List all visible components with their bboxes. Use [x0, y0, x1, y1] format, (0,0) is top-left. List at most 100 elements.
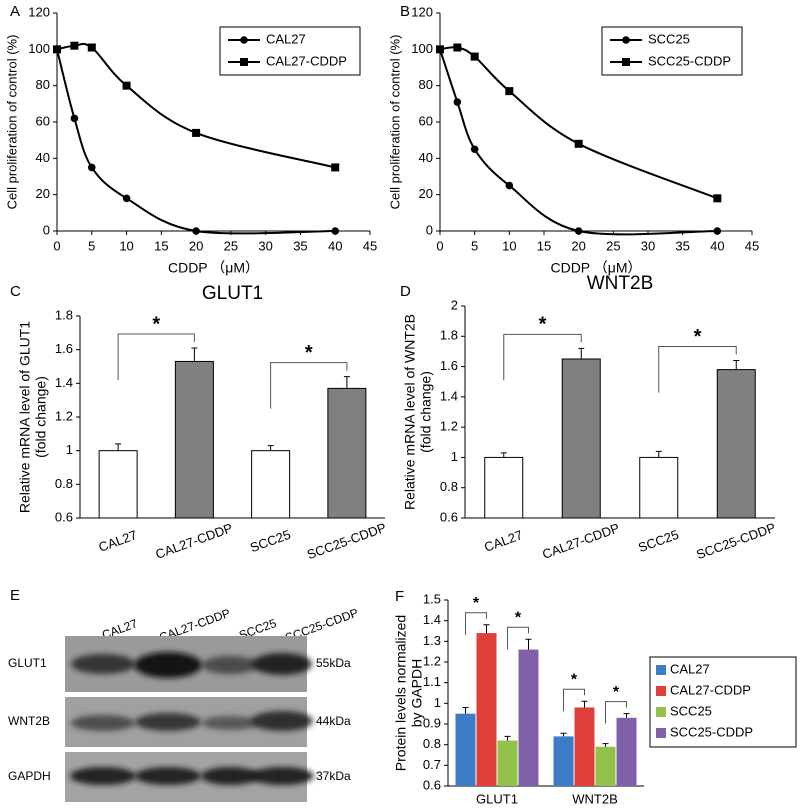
significance-bracket [563, 688, 585, 712]
bar [327, 387, 367, 519]
bar [595, 746, 616, 786]
band [252, 653, 312, 675]
x-tick-label: SCC25 [248, 527, 293, 555]
marker [453, 98, 462, 106]
panel-label: F [395, 588, 404, 605]
x-tick-label: 35 [293, 238, 307, 253]
marker [240, 58, 248, 66]
marker [70, 114, 79, 123]
x-tick-label: 30 [641, 238, 655, 253]
y-tick-label: 100 [411, 41, 433, 56]
x-tick-label: 45 [745, 238, 759, 253]
y-tick-label: 0 [43, 222, 50, 237]
x-tick-label: CAL27 [97, 527, 139, 555]
y-tick-label: 1.6 [55, 341, 73, 356]
y-tick-label: 0.7 [423, 757, 441, 772]
bar [455, 713, 476, 786]
y-tick-label: 1.2 [423, 653, 441, 668]
y-axis-label: Cell proliferation of control (%) [387, 35, 402, 210]
error-bar [500, 452, 507, 458]
y-tick-label: 120 [411, 4, 433, 19]
y-axis-label: Protein levels normalized [393, 615, 409, 771]
band [250, 767, 314, 785]
band [202, 656, 258, 674]
y-tick-label: 0.8 [440, 479, 458, 494]
marker [505, 181, 514, 190]
band [71, 715, 135, 731]
y-tick-label: 0.6 [55, 509, 73, 524]
bar [616, 717, 637, 786]
marker [192, 227, 200, 235]
legend-swatch [656, 707, 666, 717]
series-line [56, 49, 336, 235]
significance-label: * [473, 595, 480, 612]
x-tick-label: GLUT1 [476, 791, 518, 806]
legend-swatch [656, 665, 666, 675]
error-bar [560, 732, 567, 737]
x-tick-label: 35 [675, 238, 689, 253]
panel-label: A [10, 3, 20, 20]
y-tick-label: 20 [419, 186, 433, 201]
legend-box [219, 26, 361, 76]
bar [553, 736, 574, 786]
error-bar [602, 743, 609, 747]
significance-bracket [465, 612, 487, 635]
legend-label: CAL27 [266, 31, 306, 46]
error-bar [655, 450, 662, 458]
x-tick-label: SCC25-CDDP [694, 520, 777, 563]
y-tick-label: 60 [36, 113, 50, 128]
significance-label: * [515, 609, 522, 626]
marker [53, 45, 61, 54]
marker [87, 163, 96, 172]
marker [192, 128, 201, 137]
band [251, 711, 313, 731]
y-tick-label: 0.6 [440, 509, 458, 524]
y-tick-label: 2 [451, 297, 458, 312]
x-tick-label: 30 [258, 238, 272, 253]
error-bar [483, 624, 490, 634]
error-bar [267, 445, 274, 451]
legend-label: SCC25-CDDP [670, 724, 753, 739]
x-tick-label: 45 [363, 238, 377, 253]
x-tick-label: 15 [537, 238, 551, 253]
bar [561, 358, 601, 519]
y-tick-label: 1.3 [423, 633, 441, 648]
significance-bracket [117, 333, 195, 380]
y-axis-label: (fold change) [418, 371, 434, 453]
y-tick-label: 0.9 [423, 715, 441, 730]
bar [497, 740, 518, 786]
y-tick-label: 1.2 [440, 419, 458, 434]
marker [505, 87, 514, 96]
x-tick-label: 10 [119, 238, 133, 253]
row-label: GAPDH [8, 769, 51, 783]
row-size: 37kDa [316, 769, 351, 783]
error-bar [191, 347, 198, 362]
marker [574, 139, 583, 148]
y-axis-label: (fold change) [33, 376, 49, 458]
x-tick-label: WNT2B [572, 791, 618, 806]
chart-panel: C GLUT1 0.6 0.8 1 1.2 1.4 1.6 1.8 Relative mRNA l… [10, 283, 388, 562]
legend-label: SCC25 [670, 703, 712, 718]
y-tick-label: 0.6 [423, 777, 441, 792]
significance-label: * [613, 684, 620, 701]
legend-box [649, 656, 797, 748]
y-tick-label: 80 [419, 77, 433, 92]
legend-swatch [656, 686, 666, 696]
error-bar [462, 706, 469, 714]
significance-label: * [152, 313, 160, 335]
y-tick-label: 1.4 [55, 375, 73, 390]
y-tick-label: 1.8 [55, 307, 73, 322]
significance-label: * [305, 342, 313, 364]
significance-bracket [270, 362, 348, 409]
marker [453, 43, 462, 52]
error-bar [525, 638, 532, 650]
band [71, 654, 135, 674]
x-tick-label: CAL27-CDDP [540, 520, 621, 562]
chart-panel: D WNT2B 0.6 0.8 1 1.2 1.4 1.6 1.8 2 Relative mRNA … [400, 273, 777, 562]
marker [713, 227, 722, 235]
x-tick-label: 25 [224, 238, 238, 253]
marker [470, 52, 479, 61]
